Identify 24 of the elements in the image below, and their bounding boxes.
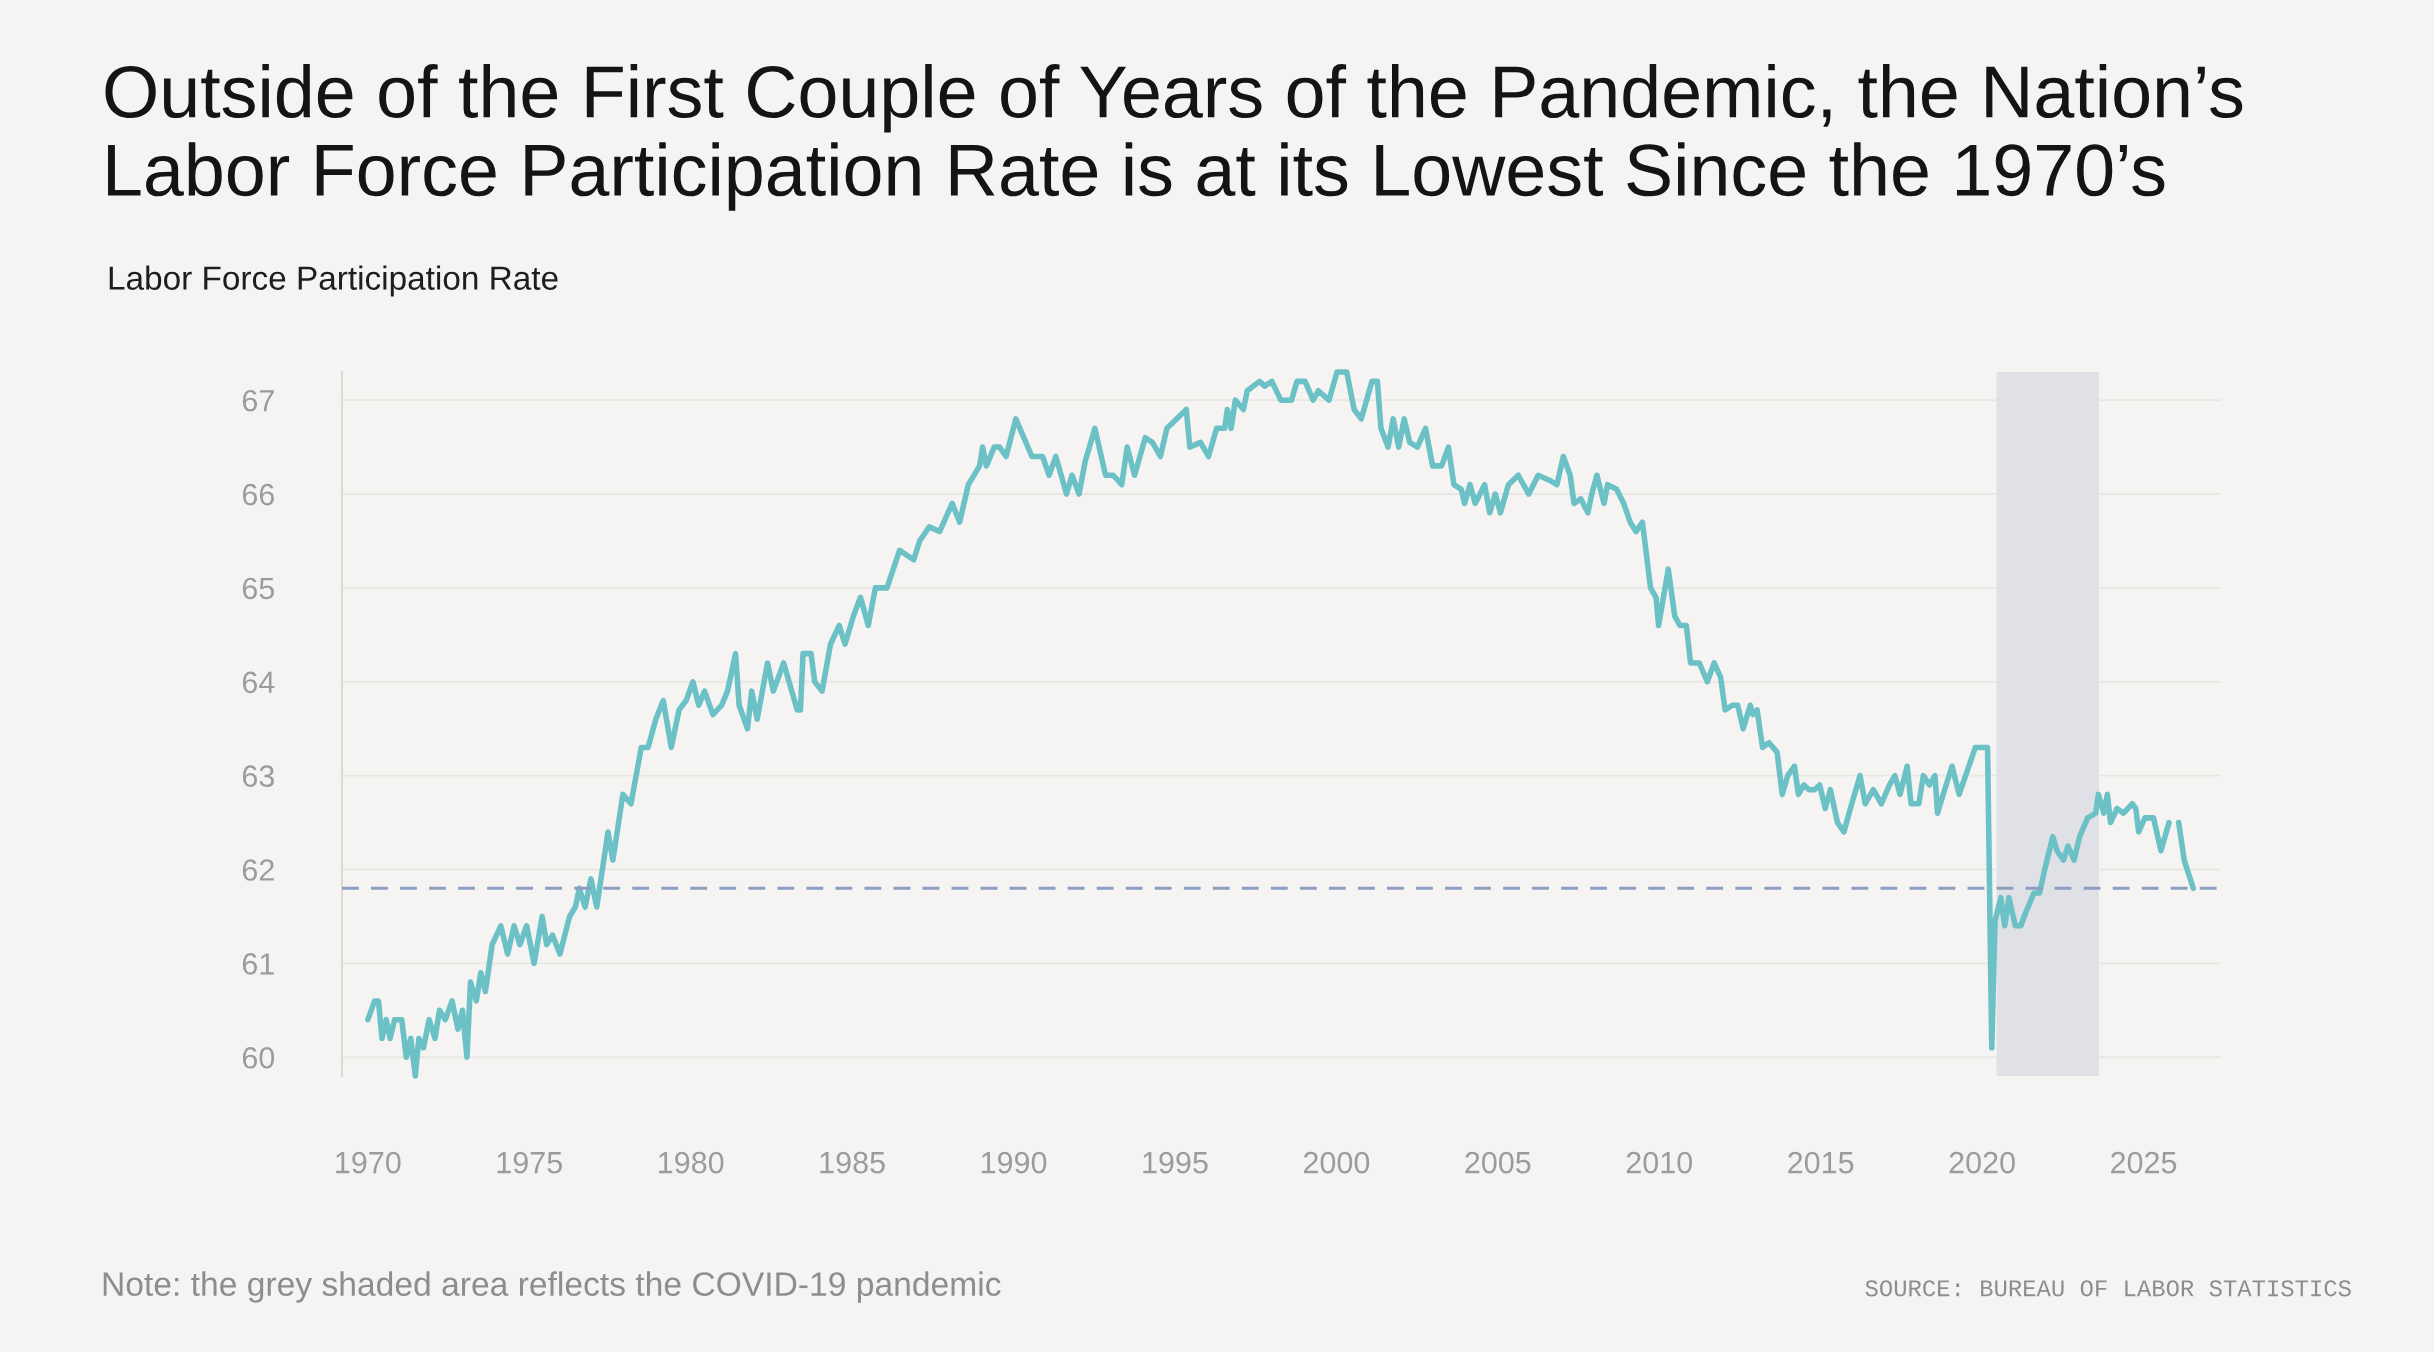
y-tick-label: 63 bbox=[242, 765, 274, 787]
x-tick-label: 1995 bbox=[1143, 1151, 1208, 1174]
x-tick-label: 1980 bbox=[659, 1151, 724, 1174]
x-tick-label: 2010 bbox=[1626, 1151, 1693, 1174]
x-tick-label: 2015 bbox=[1788, 1151, 1854, 1174]
y-tick-label: 65 bbox=[242, 577, 275, 600]
x-tick-label: 1970 bbox=[336, 1151, 401, 1174]
x-tick-label: 2020 bbox=[1949, 1151, 2015, 1174]
y-tick-label: 62 bbox=[242, 859, 274, 881]
x-tick-label: 2005 bbox=[1465, 1151, 1531, 1174]
y-tick-label: 67 bbox=[242, 389, 274, 412]
text: Note: the grey shaded area reflects the COVID-19 pandemic bbox=[103, 1271, 1001, 1303]
x-tick-label: 1975 bbox=[497, 1151, 562, 1174]
chart-title: Outside of the First Couple of Years of the Pandemic, the Nation’s Labor Force Participation Rate is at its Lowest Since the 1970’s bbox=[105, 64, 2243, 211]
x-tick-label: 1990 bbox=[981, 1151, 1047, 1174]
x-tick-label: 2025 bbox=[2111, 1151, 2177, 1174]
source-note: SOURCE: BUREAU OF LABOR STATISTICS bbox=[1865, 1280, 2351, 1297]
x-tick-label: 1985 bbox=[820, 1151, 885, 1174]
x-tick-label: 2000 bbox=[1303, 1151, 1370, 1174]
y-tick-label: 64 bbox=[242, 671, 275, 694]
y-tick-label: 61 bbox=[242, 953, 274, 975]
y-tick-label: 66 bbox=[242, 483, 274, 506]
y-axis-title: Labor Force Participation Rate bbox=[109, 265, 558, 297]
y-tick-label: 60 bbox=[242, 1046, 275, 1069]
